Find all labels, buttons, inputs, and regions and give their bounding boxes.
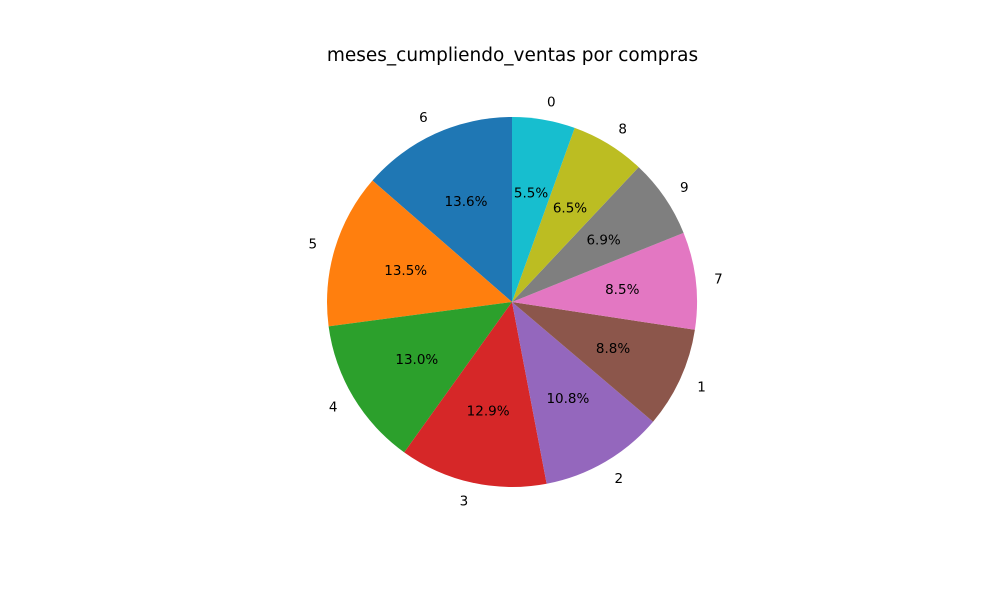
pct-label-6: 13.6%	[445, 194, 488, 210]
pie-slice-3	[404, 302, 547, 487]
slice-label-1: 1	[697, 379, 706, 395]
pie-slice-2	[512, 302, 654, 484]
pie-slice-6	[372, 117, 512, 302]
pie-slice-5	[327, 180, 512, 327]
pct-label-4: 13.0%	[395, 352, 438, 368]
pct-label-0: 5.5%	[514, 186, 548, 202]
slice-label-6: 6	[419, 110, 428, 126]
slice-label-8: 8	[618, 121, 627, 137]
pct-label-3: 12.9%	[467, 403, 510, 419]
slice-label-3: 3	[460, 494, 469, 510]
pie-slice-1	[512, 302, 695, 422]
pct-label-7: 8.5%	[605, 282, 639, 298]
pct-label-1: 8.8%	[596, 341, 630, 357]
pct-label-2: 10.8%	[546, 391, 589, 407]
pie-slice-8	[512, 127, 639, 302]
pie-slice-9	[512, 167, 684, 302]
pie-slice-0	[512, 117, 575, 302]
slice-label-2: 2	[614, 471, 623, 487]
slice-label-4: 4	[329, 400, 338, 416]
slice-label-0: 0	[547, 95, 556, 111]
pie-slice-4	[328, 302, 512, 453]
slice-label-5: 5	[309, 236, 318, 252]
pct-label-5: 13.5%	[384, 263, 427, 279]
slice-label-7: 7	[714, 271, 723, 287]
pct-label-9: 6.9%	[586, 232, 620, 248]
slice-label-9: 9	[680, 180, 689, 196]
pct-label-8: 6.5%	[553, 200, 587, 216]
pie-slice-7	[512, 232, 697, 330]
chart-title: meses_cumpliendo_ventas por compras	[326, 45, 699, 66]
